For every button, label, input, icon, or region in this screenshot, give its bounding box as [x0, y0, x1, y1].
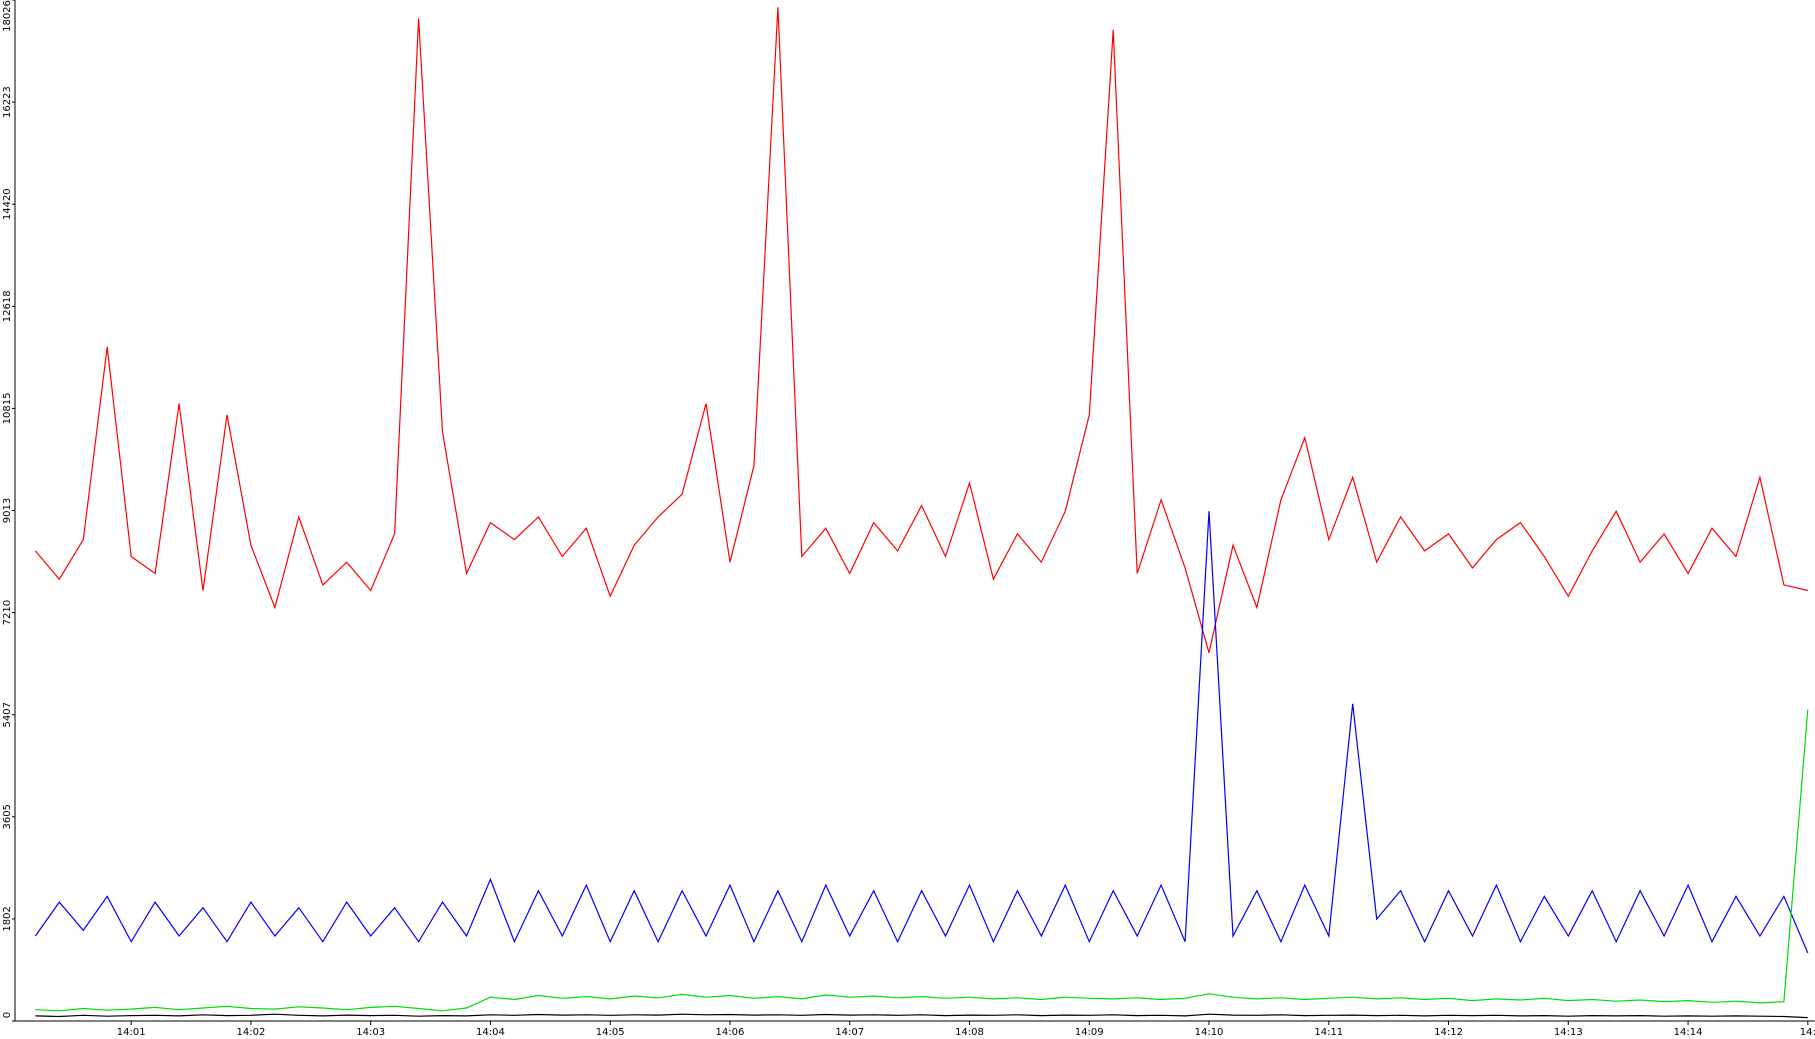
y-tick-label: 14420 — [2, 188, 13, 220]
x-tick-label: 14:09 — [1075, 1027, 1104, 1038]
series-line — [34, 511, 1809, 954]
y-tick-label: 10815 — [2, 393, 13, 425]
x-tick-label: 14: — [1800, 1027, 1815, 1038]
y-tick-label: 18026 — [2, 0, 13, 32]
series-line — [34, 7, 1808, 653]
x-tick-label: 14:14 — [1674, 1027, 1703, 1038]
x-tick-label: 14:05 — [596, 1027, 625, 1038]
series-line — [35, 709, 1809, 1012]
series-line — [35, 1013, 1808, 1019]
y-tick-label: 0 — [2, 1012, 13, 1018]
y-tick-label: 1802 — [2, 906, 13, 931]
x-tick-label: 14:02 — [237, 1027, 266, 1038]
y-tick-label: 3605 — [2, 804, 13, 829]
x-tick-label: 14:07 — [835, 1027, 864, 1038]
y-tick-label: 12618 — [2, 290, 13, 322]
x-tick-label: 14:11 — [1314, 1027, 1343, 1038]
x-tick-label: 14:08 — [955, 1027, 984, 1038]
x-tick-label: 14:01 — [117, 1027, 146, 1038]
x-tick-label: 14:13 — [1554, 1027, 1583, 1038]
y-tick-label: 7210 — [2, 600, 13, 625]
x-tick-label: 14:03 — [356, 1027, 385, 1038]
x-tick-label: 14:10 — [1195, 1027, 1224, 1038]
y-tick-label: 9013 — [2, 498, 13, 523]
y-tick-label: 16223 — [2, 86, 13, 118]
x-tick-label: 14:06 — [716, 1027, 745, 1038]
x-tick-label: 14:04 — [476, 1027, 505, 1038]
y-tick-label: 5407 — [2, 702, 13, 727]
x-tick-label: 14:12 — [1434, 1027, 1463, 1038]
